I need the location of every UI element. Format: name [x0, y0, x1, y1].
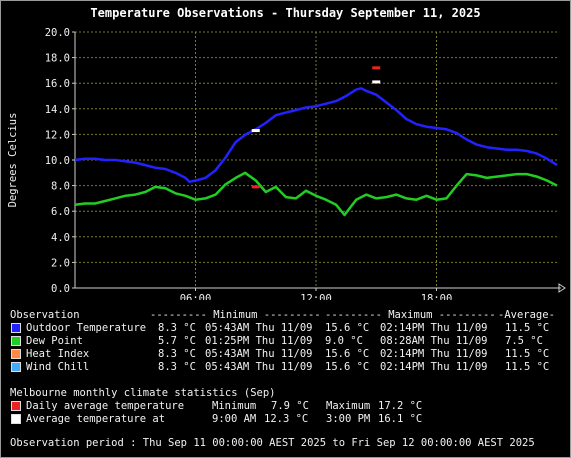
legend-header-maximum: --------- Maximum ---------	[325, 309, 496, 321]
series-line-outdoor-temperature	[74, 87, 558, 184]
legend-avg: 11.5 °C	[505, 348, 550, 360]
climate-heading: Melbourne monthly climate statistics (Se…	[10, 387, 276, 399]
daily-max-label: Maximum	[326, 400, 371, 412]
y-tick-label: 14.0	[45, 104, 70, 116]
legend-min: 8.3 °C	[158, 348, 196, 360]
y-tick-label: 4.0	[51, 232, 70, 244]
legend-max-time: 02:14PM Thu 11/09	[380, 348, 488, 360]
legend-max: 15.6 °C	[325, 348, 370, 360]
legend-label: Wind Chill	[26, 361, 90, 373]
legend-min: 8.3 °C	[158, 322, 196, 334]
series-line-dew-point	[74, 171, 558, 217]
legend-swatch	[11, 349, 21, 359]
legend-label: Heat Index	[26, 348, 90, 360]
legend-header-observation: Observation	[10, 309, 80, 321]
legend-avg: 11.5 °C	[505, 361, 550, 373]
x-tick-label: 18:00	[421, 293, 453, 300]
y-tick-label: 20.0	[45, 27, 70, 39]
legend-label: Dew Point	[26, 335, 83, 347]
legend-max: 15.6 °C	[325, 361, 370, 373]
average-at-value-1: 12.3 °C	[264, 413, 309, 425]
y-tick-label: 2.0	[51, 257, 70, 269]
y-axis-label: Degrees Celcius	[7, 113, 19, 208]
x-axis-arrow	[558, 283, 566, 293]
average-at-label: Average temperature at	[26, 413, 166, 425]
legend-min: 8.3 °C	[158, 361, 196, 373]
legend-header-minimum: --------- Minimum ---------	[150, 309, 321, 321]
observation-period: Observation period : Thu Sep 11 00:00:00…	[10, 437, 535, 449]
daily-min-value: 7.9 °C	[271, 400, 309, 412]
legend-header-average: -Average-	[498, 309, 555, 321]
y-tick-label: 18.0	[45, 53, 70, 65]
x-tick-label: 06:00	[180, 293, 212, 300]
daily-average-swatch	[11, 401, 21, 411]
legend-avg: 7.5 °C	[505, 335, 543, 347]
legend-min: 5.7 °C	[158, 335, 196, 347]
legend-avg: 11.5 °C	[505, 322, 550, 334]
y-tick-label: 12.0	[45, 129, 70, 141]
y-tick-label: 0.0	[51, 283, 70, 295]
legend-min-time: 05:43AM Thu 11/09	[205, 322, 313, 334]
chart-title: Temperature Observations - Thursday Sept…	[90, 6, 481, 20]
legend-max: 9.0 °C	[325, 335, 363, 347]
legend-swatch	[11, 362, 21, 372]
average-at-value-2: 16.1 °C	[378, 413, 423, 425]
y-tick-label: 16.0	[45, 78, 70, 90]
legend-max-time: 08:28AM Thu 11/09	[380, 335, 488, 347]
climate-marker	[251, 129, 260, 133]
legend-min-time: 01:25PM Thu 11/09	[205, 335, 313, 347]
legend-min-time: 05:43AM Thu 11/09	[205, 348, 313, 360]
y-tick-label: 8.0	[51, 181, 70, 193]
legend-label: Outdoor Temperature	[26, 322, 147, 334]
average-at-swatch	[11, 414, 21, 424]
legend-max-time: 02:14PM Thu 11/09	[380, 322, 488, 334]
legend-max-time: 02:14PM Thu 11/09	[380, 361, 488, 373]
legend-max: 15.6 °C	[325, 322, 370, 334]
legend-swatch	[11, 323, 21, 333]
daily-min-label: Minimum	[212, 400, 257, 412]
plot-svg: 0.0 2.0 4.0 6.0 8.0 10.0 12.0 14.0 16.0 18.0 20.0 0…	[7, 27, 566, 300]
daily-max-value: 17.2 °C	[378, 400, 423, 412]
y-tick-label: 6.0	[51, 206, 70, 218]
climate-marker	[372, 66, 381, 70]
y-tick-label: 10.0	[45, 155, 70, 167]
daily-average-label: Daily average temperature	[26, 400, 185, 412]
average-at-time-2: 3:00 PM	[326, 413, 371, 425]
climate-marker	[372, 80, 381, 84]
climate-marker	[251, 185, 260, 189]
average-at-time-1: 9:00 AM	[212, 413, 257, 425]
legend-swatch	[11, 336, 21, 346]
legend-min-time: 05:43AM Thu 11/09	[205, 361, 313, 373]
x-tick-label: 12:00	[300, 293, 332, 300]
